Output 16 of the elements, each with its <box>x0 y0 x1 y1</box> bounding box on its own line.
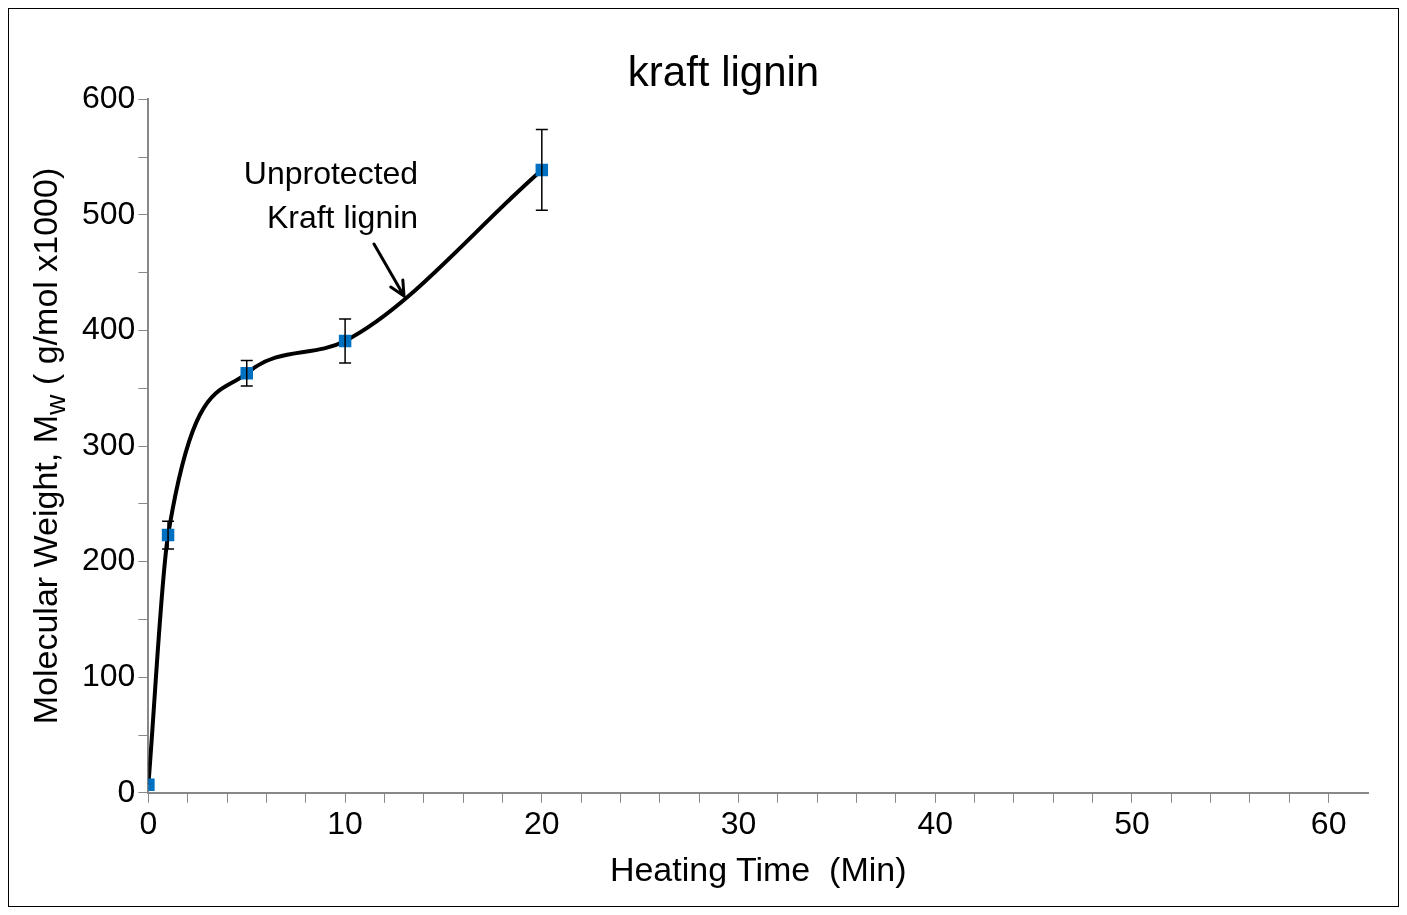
y-tick-label: 400 <box>82 310 136 347</box>
x-tick-label: 30 <box>720 804 757 841</box>
x-tick-label: 60 <box>1310 804 1347 841</box>
x-tick-label: 50 <box>1114 804 1150 841</box>
chart-title: kraft lignin <box>627 47 820 95</box>
y-tick-label: 600 <box>82 79 136 116</box>
y-tick-label: 0 <box>117 772 136 809</box>
x-axis-title: Heating Time (Min) <box>609 849 907 888</box>
x-tick-label: 40 <box>917 804 954 841</box>
y-tick-label: 500 <box>82 194 136 231</box>
y-tick-label: 100 <box>82 657 136 694</box>
annotation: Unprotected Kraft lignin <box>243 154 419 235</box>
x-tick-label: 20 <box>524 804 560 841</box>
x-tick-label: 10 <box>327 804 363 841</box>
y-tick-label: 300 <box>82 425 136 462</box>
y-tick-label: 200 <box>82 541 136 578</box>
